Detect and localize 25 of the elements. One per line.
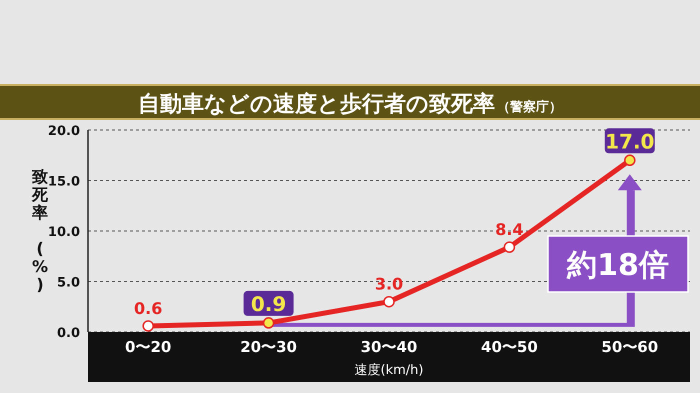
chart-title: 自動車などの速度と歩行者の致死率: [138, 91, 495, 117]
x-tick-label: 20〜30: [240, 338, 297, 356]
x-tick-label: 0〜20: [125, 338, 172, 356]
y-tick-label: 15.0: [48, 174, 80, 190]
y-tick-label: 10.0: [48, 225, 80, 240]
x-tick-label: 30〜40: [360, 338, 418, 356]
point: [504, 241, 516, 253]
y-tick-label: 20.0: [48, 124, 80, 139]
y-axis-title: 致死率 (%): [31, 167, 49, 294]
data-label: 0.6: [134, 298, 162, 318]
data-label: 8.4: [495, 220, 524, 240]
point: [383, 296, 395, 308]
data-label: 0.9: [250, 292, 286, 316]
point: [142, 320, 154, 332]
data-label: 3.0: [374, 274, 404, 294]
point: [262, 317, 274, 329]
x-axis-title: 速度(km/h): [354, 362, 424, 378]
data-label: 17.0: [605, 129, 654, 154]
chart-subtitle: （警察庁）: [497, 99, 562, 115]
annotation: 約18倍: [566, 248, 669, 283]
point: [624, 154, 636, 166]
y-tick-label: 0.0: [56, 326, 80, 341]
x-tick-label: 40〜50: [481, 338, 538, 356]
y-tick-label: 5.0: [56, 276, 80, 290]
x-tick-label: 50〜60: [601, 338, 658, 356]
